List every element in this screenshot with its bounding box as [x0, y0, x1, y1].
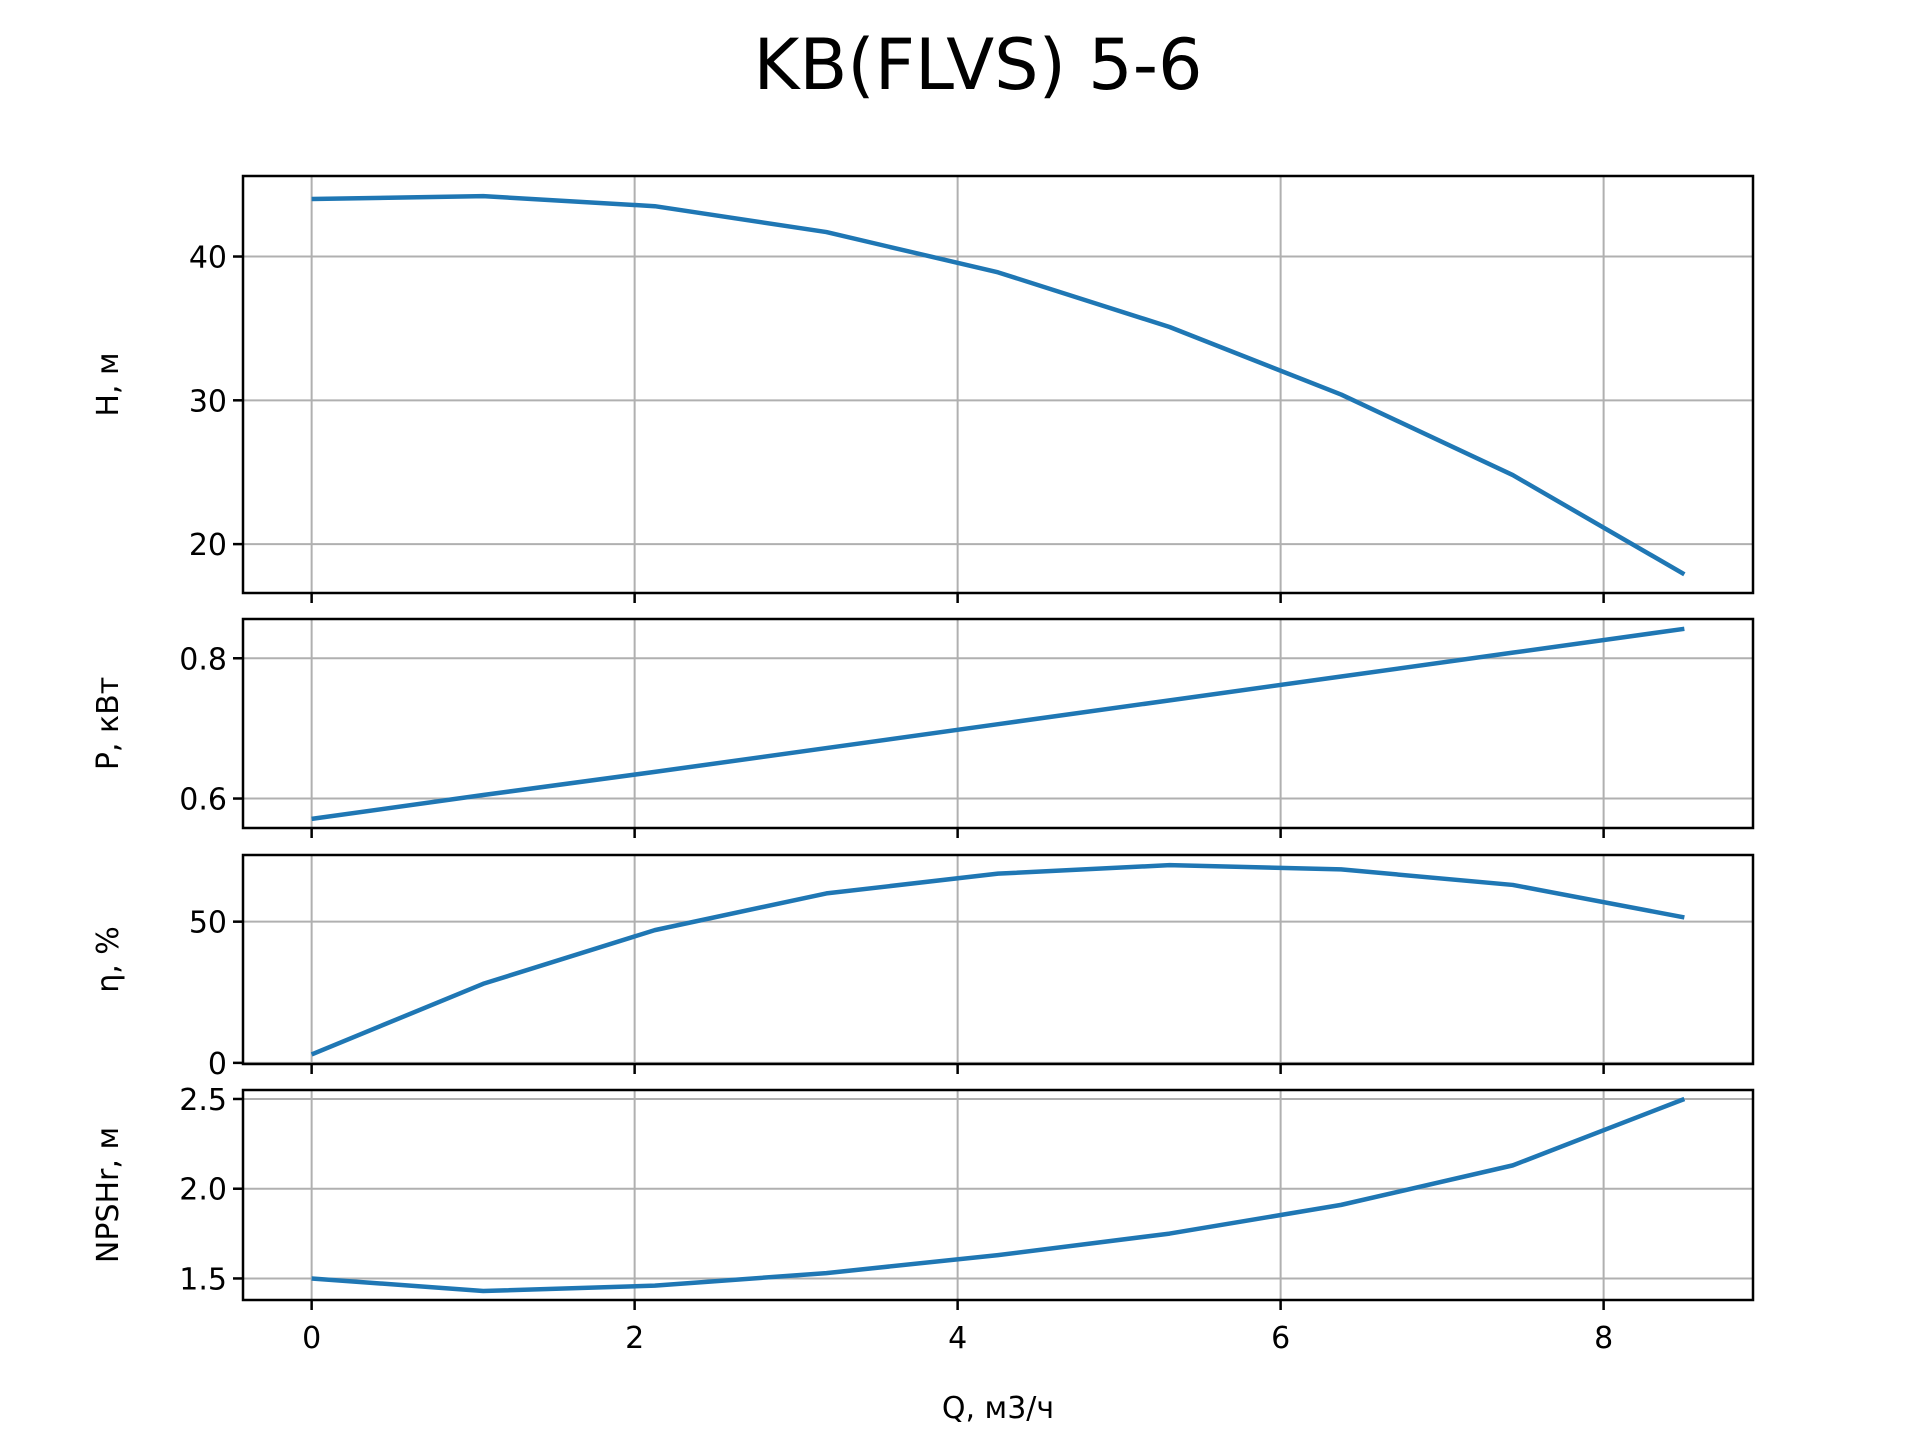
series-line — [310, 862, 1685, 1057]
series-line — [311, 1096, 1686, 1294]
y-tick-label: 0 — [208, 1047, 227, 1082]
y-axis-label: NPSHr, м — [91, 1127, 126, 1263]
series-line — [311, 626, 1685, 822]
y-tick-label: 30 — [189, 384, 227, 419]
axes-frame — [241, 853, 1755, 1066]
y-tick-label: 40 — [189, 241, 227, 276]
y-axis-label: η, % — [91, 926, 126, 993]
y-tick-label: 2.5 — [179, 1083, 227, 1118]
axes-frame — [241, 617, 1755, 830]
y-tick-label: 0.8 — [179, 642, 227, 677]
y-tick-label: 50 — [189, 906, 227, 941]
x-tick-label: 4 — [948, 1321, 967, 1356]
x-tick-label: 6 — [1271, 1321, 1290, 1356]
series-line — [311, 193, 1686, 577]
y-tick-label: 2.0 — [179, 1173, 227, 1208]
subplot-2: 0.6 0.8 P, кВт — [91, 617, 1755, 838]
y-tick-label: 1.5 — [179, 1262, 227, 1297]
subplot-4: 1.5 2.0 2.5 NPSHr, м — [91, 1083, 1755, 1310]
subplot-3: 0 50 η, % — [91, 853, 1755, 1082]
subplot-1: 20 30 40 H, м — [91, 174, 1755, 603]
axes-frame — [241, 174, 1755, 595]
chart-title: KB(FLVS) 5-6 — [753, 24, 1202, 106]
axes-frame — [241, 1088, 1755, 1302]
x-axis-label: Q, м3/ч — [942, 1391, 1054, 1426]
y-axis-label: P, кВт — [91, 677, 126, 770]
x-tick-label: 8 — [1594, 1321, 1613, 1356]
x-tick-label: 2 — [625, 1321, 644, 1356]
y-tick-label: 20 — [189, 528, 227, 563]
y-tick-label: 0.6 — [179, 783, 227, 818]
y-axis-label: H, м — [91, 352, 126, 416]
x-tick-label: 0 — [302, 1321, 321, 1356]
